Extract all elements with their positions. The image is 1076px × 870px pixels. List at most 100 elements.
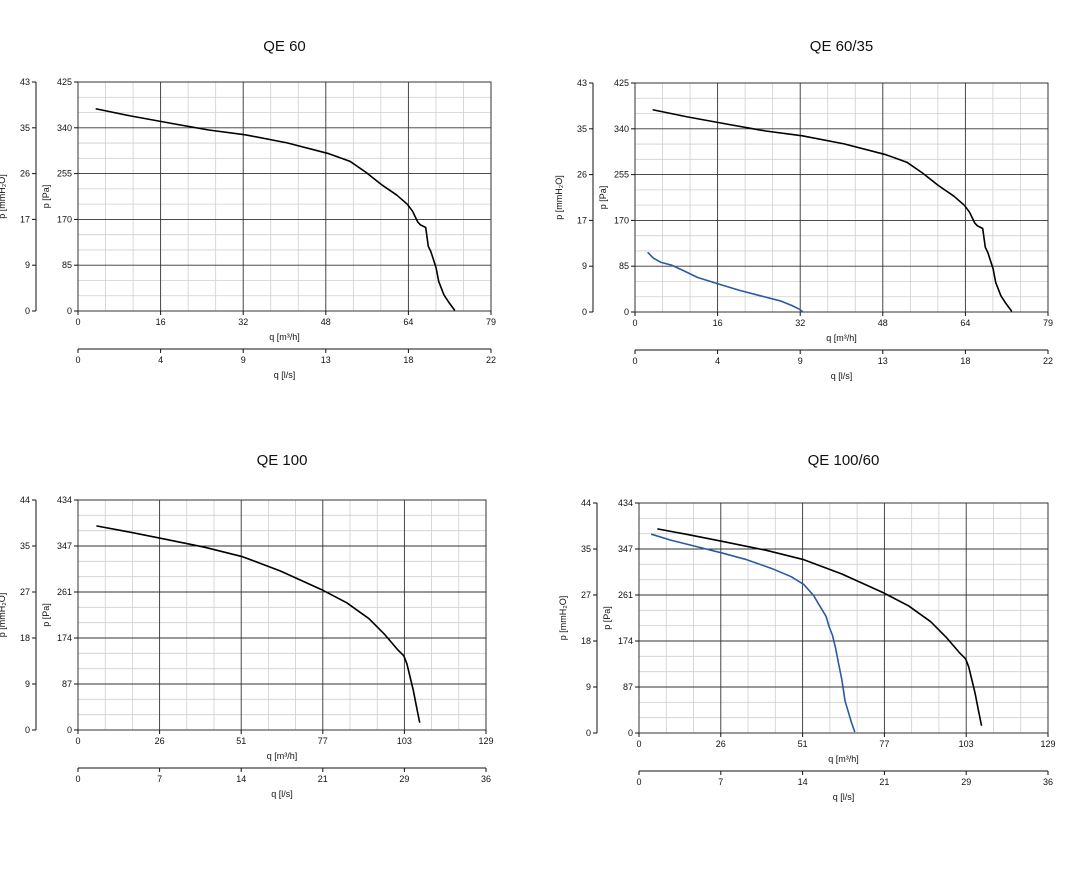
- y2-axis-label: p [mmH₂O]: [0, 174, 7, 219]
- x-tick-label: 77: [879, 739, 889, 749]
- y-tick-label: 87: [62, 679, 72, 689]
- y2-tick-label: 17: [20, 214, 30, 224]
- x2-tick-label: 7: [157, 774, 162, 784]
- x-tick-label: 51: [236, 736, 246, 746]
- x-tick-label: 26: [716, 739, 726, 749]
- y2-tick-label: 27: [581, 590, 591, 600]
- y-tick-label: 0: [628, 728, 633, 738]
- x-tick-label: 129: [1040, 739, 1055, 749]
- x2-tick-label: 22: [486, 355, 496, 365]
- y2-tick-label: 18: [581, 636, 591, 646]
- y2-tick-label: 9: [25, 679, 30, 689]
- x2-axis-label: q [l/s]: [831, 371, 853, 381]
- x-axis-label: q [m³/h]: [267, 751, 298, 761]
- x2-axis-label: q [l/s]: [833, 792, 855, 802]
- y2-tick-label: 35: [20, 541, 30, 551]
- x2-tick-label: 36: [1043, 777, 1053, 787]
- y2-tick-label: 0: [25, 306, 30, 316]
- series-line-2: [650, 533, 856, 733]
- x2-tick-label: 0: [632, 356, 637, 366]
- x2-tick-label: 0: [75, 774, 80, 784]
- chart-4: QE 100/60 0 26 51 77 103 129 q [m³/h] 0 7 14 21 29 36…: [558, 452, 1056, 802]
- y2-tick-label: 44: [581, 498, 591, 508]
- x2-axis-label: q [l/s]: [271, 789, 293, 799]
- y-tick-label: 170: [57, 214, 72, 224]
- x-tick-label: 129: [478, 736, 493, 746]
- y-tick-label: 347: [57, 541, 72, 551]
- y2-axis-label: p [mmH₂O]: [0, 593, 7, 638]
- y2-tick-label: 44: [20, 495, 30, 505]
- x-tick-label: 64: [960, 318, 970, 328]
- y-tick-label: 0: [624, 307, 629, 317]
- y-tick-label: 255: [614, 170, 629, 180]
- y2-axis-label: p [mmH₂O]: [558, 596, 568, 641]
- x-tick-label: 48: [878, 318, 888, 328]
- chart-2: QE 60/35 0 16 32 48 64 79 q [m³/h] 0 4 9 13 18 22 q [l…: [554, 38, 1053, 381]
- x2-tick-label: 36: [481, 774, 491, 784]
- y2-tick-label: 17: [577, 215, 587, 225]
- x2-tick-label: 13: [878, 356, 888, 366]
- chart-title: QE 100: [257, 452, 308, 469]
- chart-title: QE 60: [263, 38, 306, 55]
- y-tick-label: 340: [57, 123, 72, 133]
- y-tick-label: 261: [618, 590, 633, 600]
- series-line-1: [95, 108, 456, 311]
- x2-tick-label: 14: [236, 774, 246, 784]
- y2-tick-label: 35: [20, 123, 30, 133]
- y2-tick-label: 26: [20, 169, 30, 179]
- y-tick-label: 174: [57, 633, 72, 643]
- series-line-2: [647, 251, 804, 313]
- plot-frame: [77, 81, 492, 312]
- y2-tick-label: 26: [577, 170, 587, 180]
- y2-tick-label: 9: [582, 261, 587, 271]
- x-tick-label: 26: [155, 736, 165, 746]
- x-tick-label: 64: [403, 317, 413, 327]
- x-tick-label: 77: [318, 736, 328, 746]
- x-tick-label: 103: [397, 736, 412, 746]
- x-tick-label: 0: [636, 739, 641, 749]
- x2-tick-label: 7: [718, 777, 723, 787]
- chart-1: QE 60 0 16 32 48 64 79 q [m³/h] 0 4 9 13 18 22 q [l/s]…: [0, 38, 496, 380]
- y-tick-label: 87: [623, 682, 633, 692]
- y2-tick-label: 35: [581, 544, 591, 554]
- y-axis-label: p [Pa]: [41, 185, 51, 209]
- plot-frame: [77, 499, 487, 731]
- x-tick-label: 79: [1043, 318, 1053, 328]
- x2-tick-label: 0: [636, 777, 641, 787]
- x2-tick-label: 18: [403, 355, 413, 365]
- x-tick-label: 0: [75, 736, 80, 746]
- y2-tick-label: 9: [25, 260, 30, 270]
- y2-tick-label: 0: [586, 728, 591, 738]
- y2-tick-label: 0: [25, 725, 30, 735]
- x2-tick-label: 9: [241, 355, 246, 365]
- y-tick-label: 174: [618, 636, 633, 646]
- x2-tick-label: 21: [879, 777, 889, 787]
- chart-3: QE 100 0 26 51 77 103 129 q [m³/h] 0 7 14 21 29 36 q […: [0, 452, 494, 799]
- x-tick-label: 48: [321, 317, 331, 327]
- series-line-1: [657, 528, 983, 726]
- y-tick-label: 85: [619, 261, 629, 271]
- y-tick-label: 425: [57, 77, 72, 87]
- x2-tick-label: 4: [715, 356, 720, 366]
- y2-tick-label: 43: [20, 77, 30, 87]
- y-tick-label: 261: [57, 587, 72, 597]
- x2-tick-label: 22: [1043, 356, 1053, 366]
- y2-tick-label: 35: [577, 124, 587, 134]
- y2-tick-label: 9: [586, 682, 591, 692]
- x2-tick-label: 29: [961, 777, 971, 787]
- y2-tick-label: 43: [577, 78, 587, 88]
- x-tick-label: 16: [156, 317, 166, 327]
- y-axis-label: p [Pa]: [602, 606, 612, 630]
- y-tick-label: 434: [618, 498, 633, 508]
- x-axis-label: q [m³/h]: [828, 754, 859, 764]
- plot-frame: [634, 82, 1049, 313]
- y-tick-label: 0: [67, 725, 72, 735]
- x2-tick-label: 9: [798, 356, 803, 366]
- x-tick-label: 79: [486, 317, 496, 327]
- y-tick-label: 85: [62, 260, 72, 270]
- y-tick-label: 255: [57, 169, 72, 179]
- x2-axis-label: q [l/s]: [274, 370, 296, 380]
- y-tick-label: 340: [614, 124, 629, 134]
- x-axis-label: q [m³/h]: [269, 332, 300, 342]
- y-axis-label: p [Pa]: [41, 603, 51, 627]
